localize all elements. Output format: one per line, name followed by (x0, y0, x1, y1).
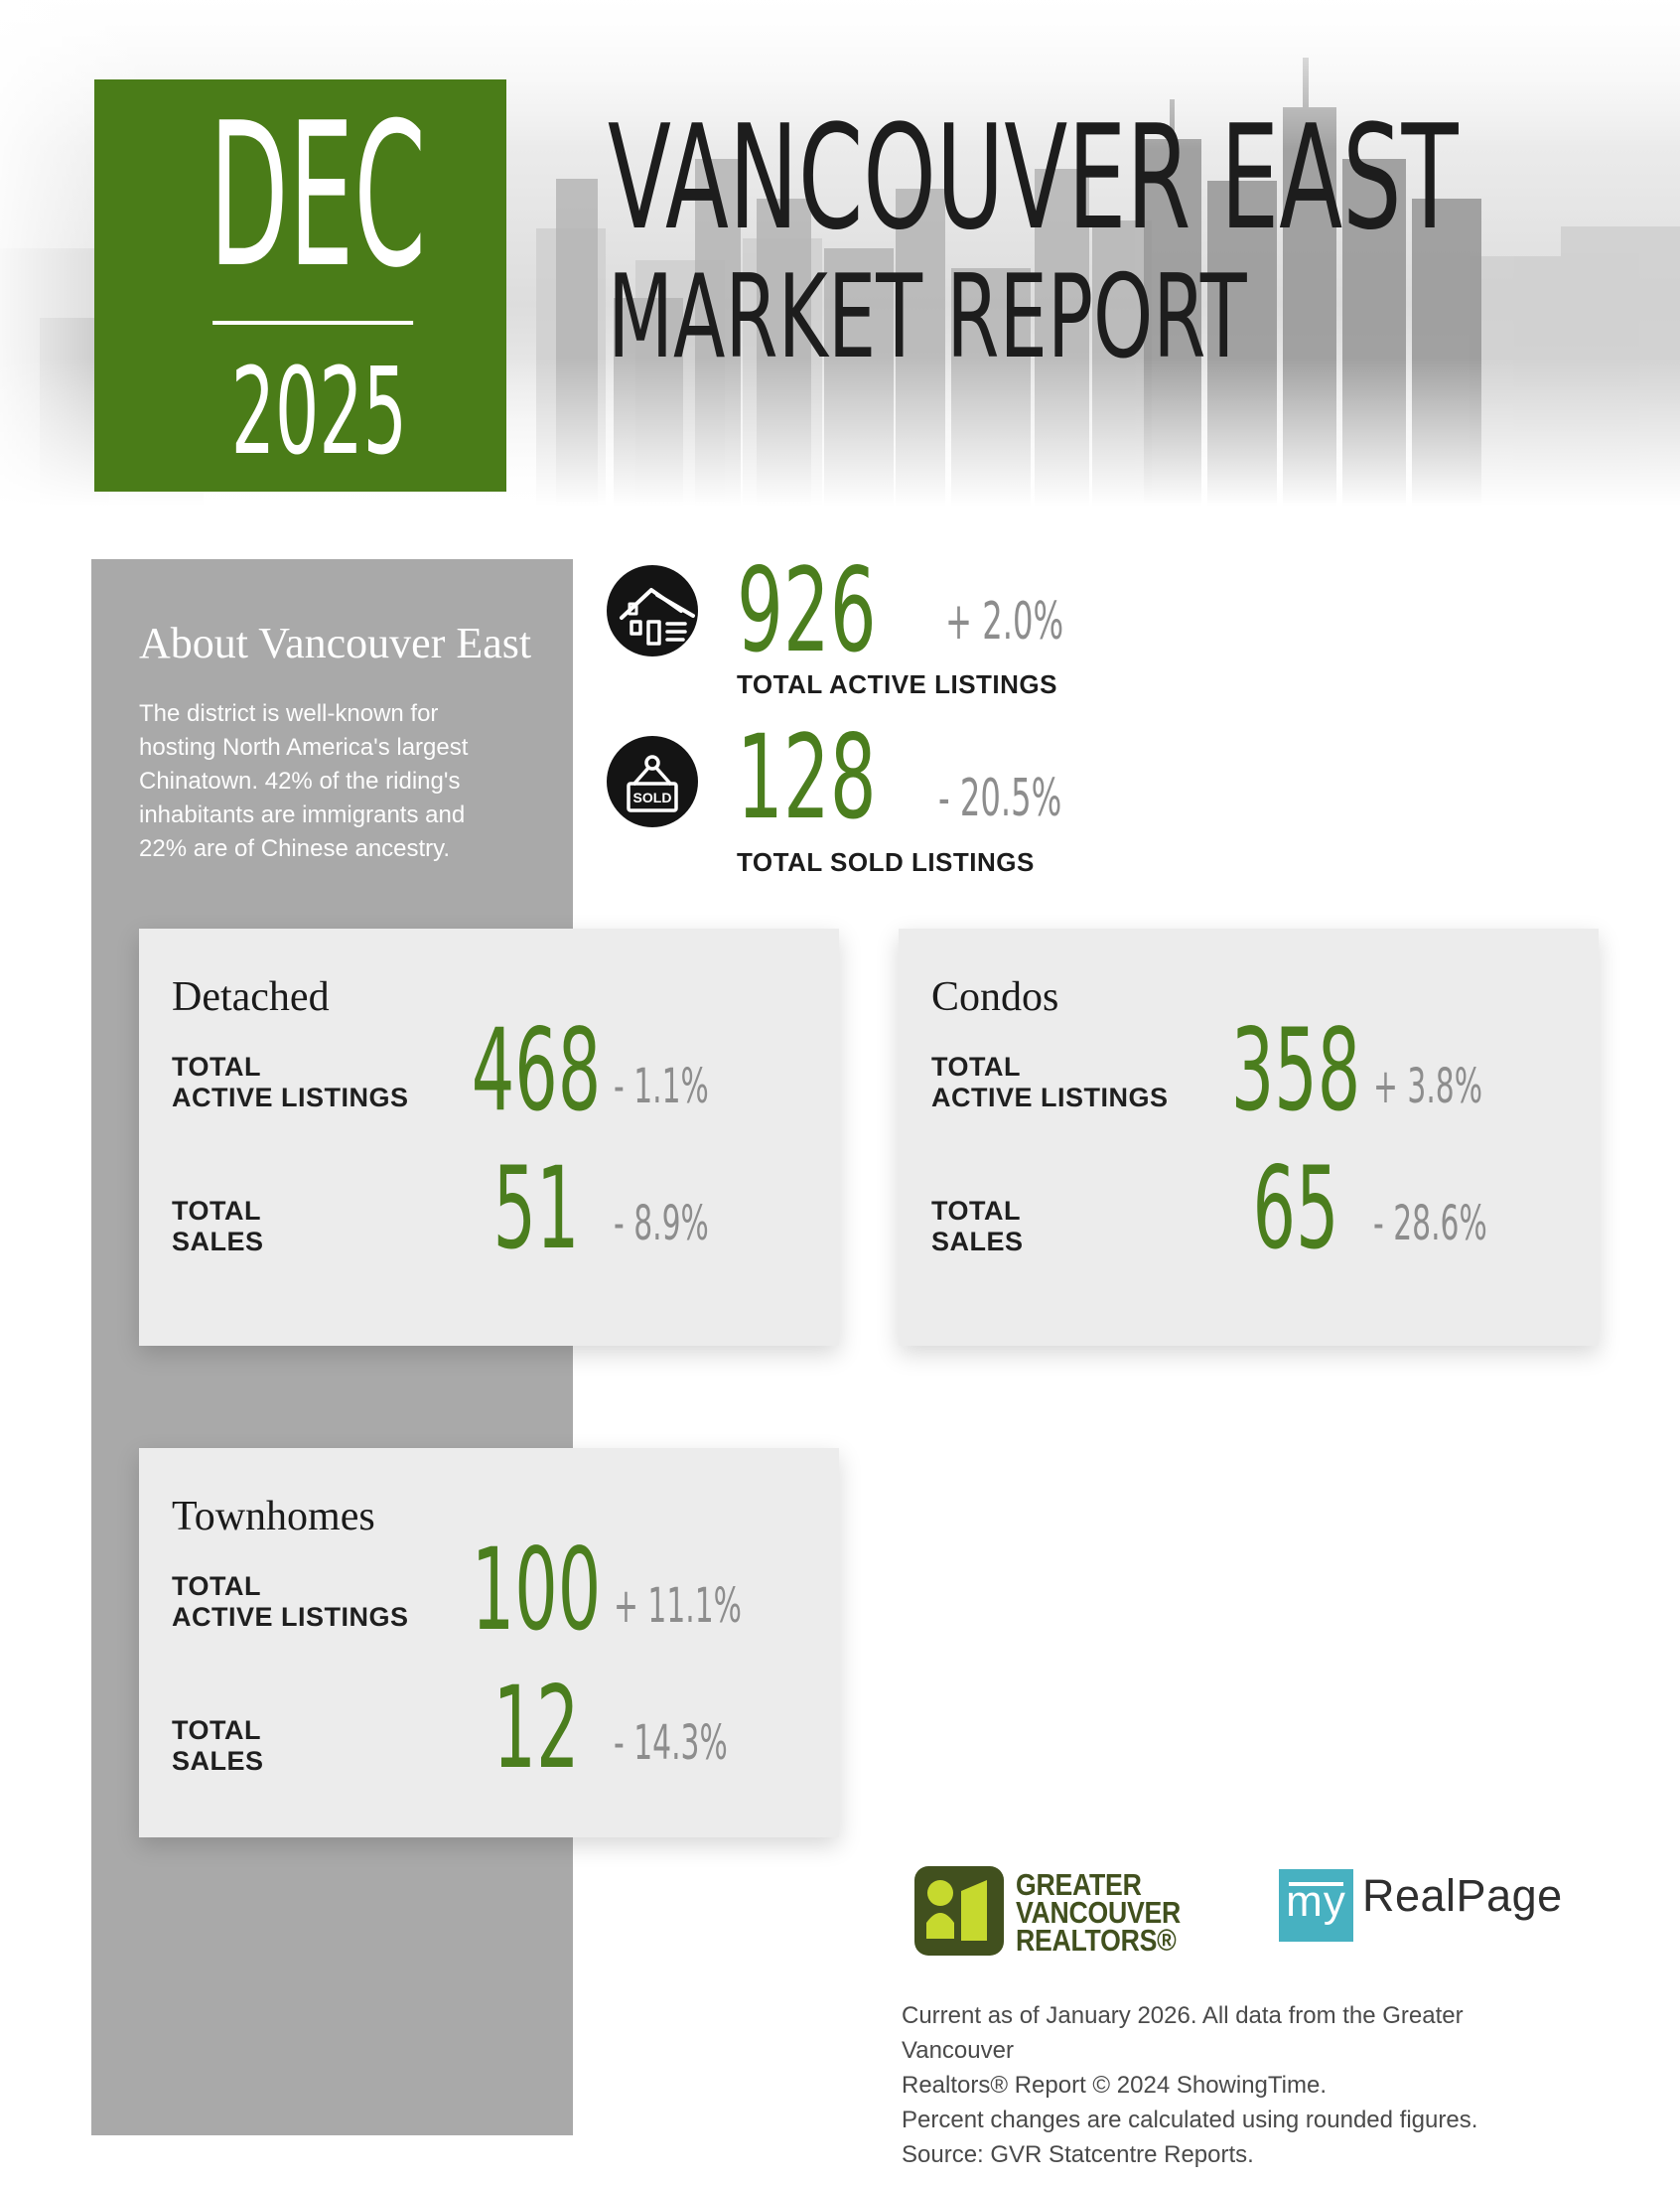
myrealpage-logo-icon: my (1279, 1869, 1353, 1942)
condos-active-label: TOTAL ACTIVE LISTINGS (931, 1052, 1169, 1112)
myrealpage-mark: my (1286, 1877, 1346, 1926)
detached-sales-change: - 8.9% (614, 1196, 709, 1251)
condos-sales-label: TOTAL SALES (931, 1196, 1024, 1256)
gvr-logo-text: GREATER VANCOUVER REALTORS® (1016, 1867, 1182, 1958)
townhomes-active-value: 100 (471, 1524, 602, 1656)
detached-active-change: - 1.1% (614, 1059, 709, 1114)
detached-sales-label: TOTAL SALES (172, 1196, 264, 1256)
detached-heading: Detached (172, 974, 330, 1020)
sidebar-band (91, 559, 573, 2135)
sold-listings-value: 128 (737, 709, 877, 845)
townhomes-card: Townhomes TOTAL ACTIVE LISTINGS 100 + 11… (139, 1448, 839, 1837)
page-title-line1: VANCOUVER EAST (608, 94, 1459, 262)
date-divider (211, 321, 413, 325)
detached-card: Detached TOTAL ACTIVE LISTINGS 468 - 1.1… (139, 929, 839, 1346)
report-year: 2025 (230, 344, 407, 482)
detached-active-label: TOTAL ACTIVE LISTINGS (172, 1052, 409, 1112)
sold-sign-icon: SOLD (607, 736, 698, 827)
condos-active-change: + 3.8% (1373, 1059, 1483, 1114)
detached-active-value: 468 (471, 1004, 602, 1136)
condos-sales-change: - 28.6% (1373, 1196, 1487, 1251)
townhomes-sales-value: 12 (492, 1662, 580, 1794)
footer-disclaimer: Current as of January 2026. All data fro… (902, 2002, 1478, 2168)
townhomes-sales-change: - 14.3% (614, 1715, 728, 1771)
date-badge: DEC 2025 (94, 79, 506, 492)
townhomes-active-change: + 11.1% (614, 1578, 742, 1634)
townhomes-active-label: TOTAL ACTIVE LISTINGS (172, 1571, 409, 1632)
townhomes-sales-label: TOTAL SALES (172, 1715, 264, 1776)
gvr-logo-icon (914, 1866, 1004, 1956)
condos-card: Condos TOTAL ACTIVE LISTINGS 358 + 3.8% … (899, 929, 1599, 1346)
sold-listings-label: TOTAL SOLD LISTINGS (737, 847, 1035, 877)
report-month: DEC (209, 80, 426, 312)
sold-sign-text: SOLD (633, 790, 672, 805)
about-paragraph: The district is well-known for hosting N… (139, 700, 469, 862)
active-listings-label: TOTAL ACTIVE LISTINGS (737, 669, 1057, 699)
sold-listings-change: - 20.5% (938, 769, 1062, 828)
myrealpage-logo-text: RealPage (1362, 1870, 1563, 1921)
townhomes-heading: Townhomes (172, 1494, 375, 1539)
condos-active-value: 358 (1230, 1004, 1361, 1136)
active-listings-value: 926 (737, 542, 877, 678)
active-listings-change: + 2.0% (945, 592, 1064, 652)
about-heading: About Vancouver East (139, 619, 532, 667)
myrealpage-overline (1289, 1882, 1343, 1886)
house-icon (607, 565, 698, 656)
condos-heading: Condos (931, 974, 1059, 1020)
detached-sales-value: 51 (492, 1142, 580, 1274)
condos-sales-value: 65 (1252, 1142, 1339, 1274)
page-title-line2: MARKET REPORT (608, 250, 1247, 384)
